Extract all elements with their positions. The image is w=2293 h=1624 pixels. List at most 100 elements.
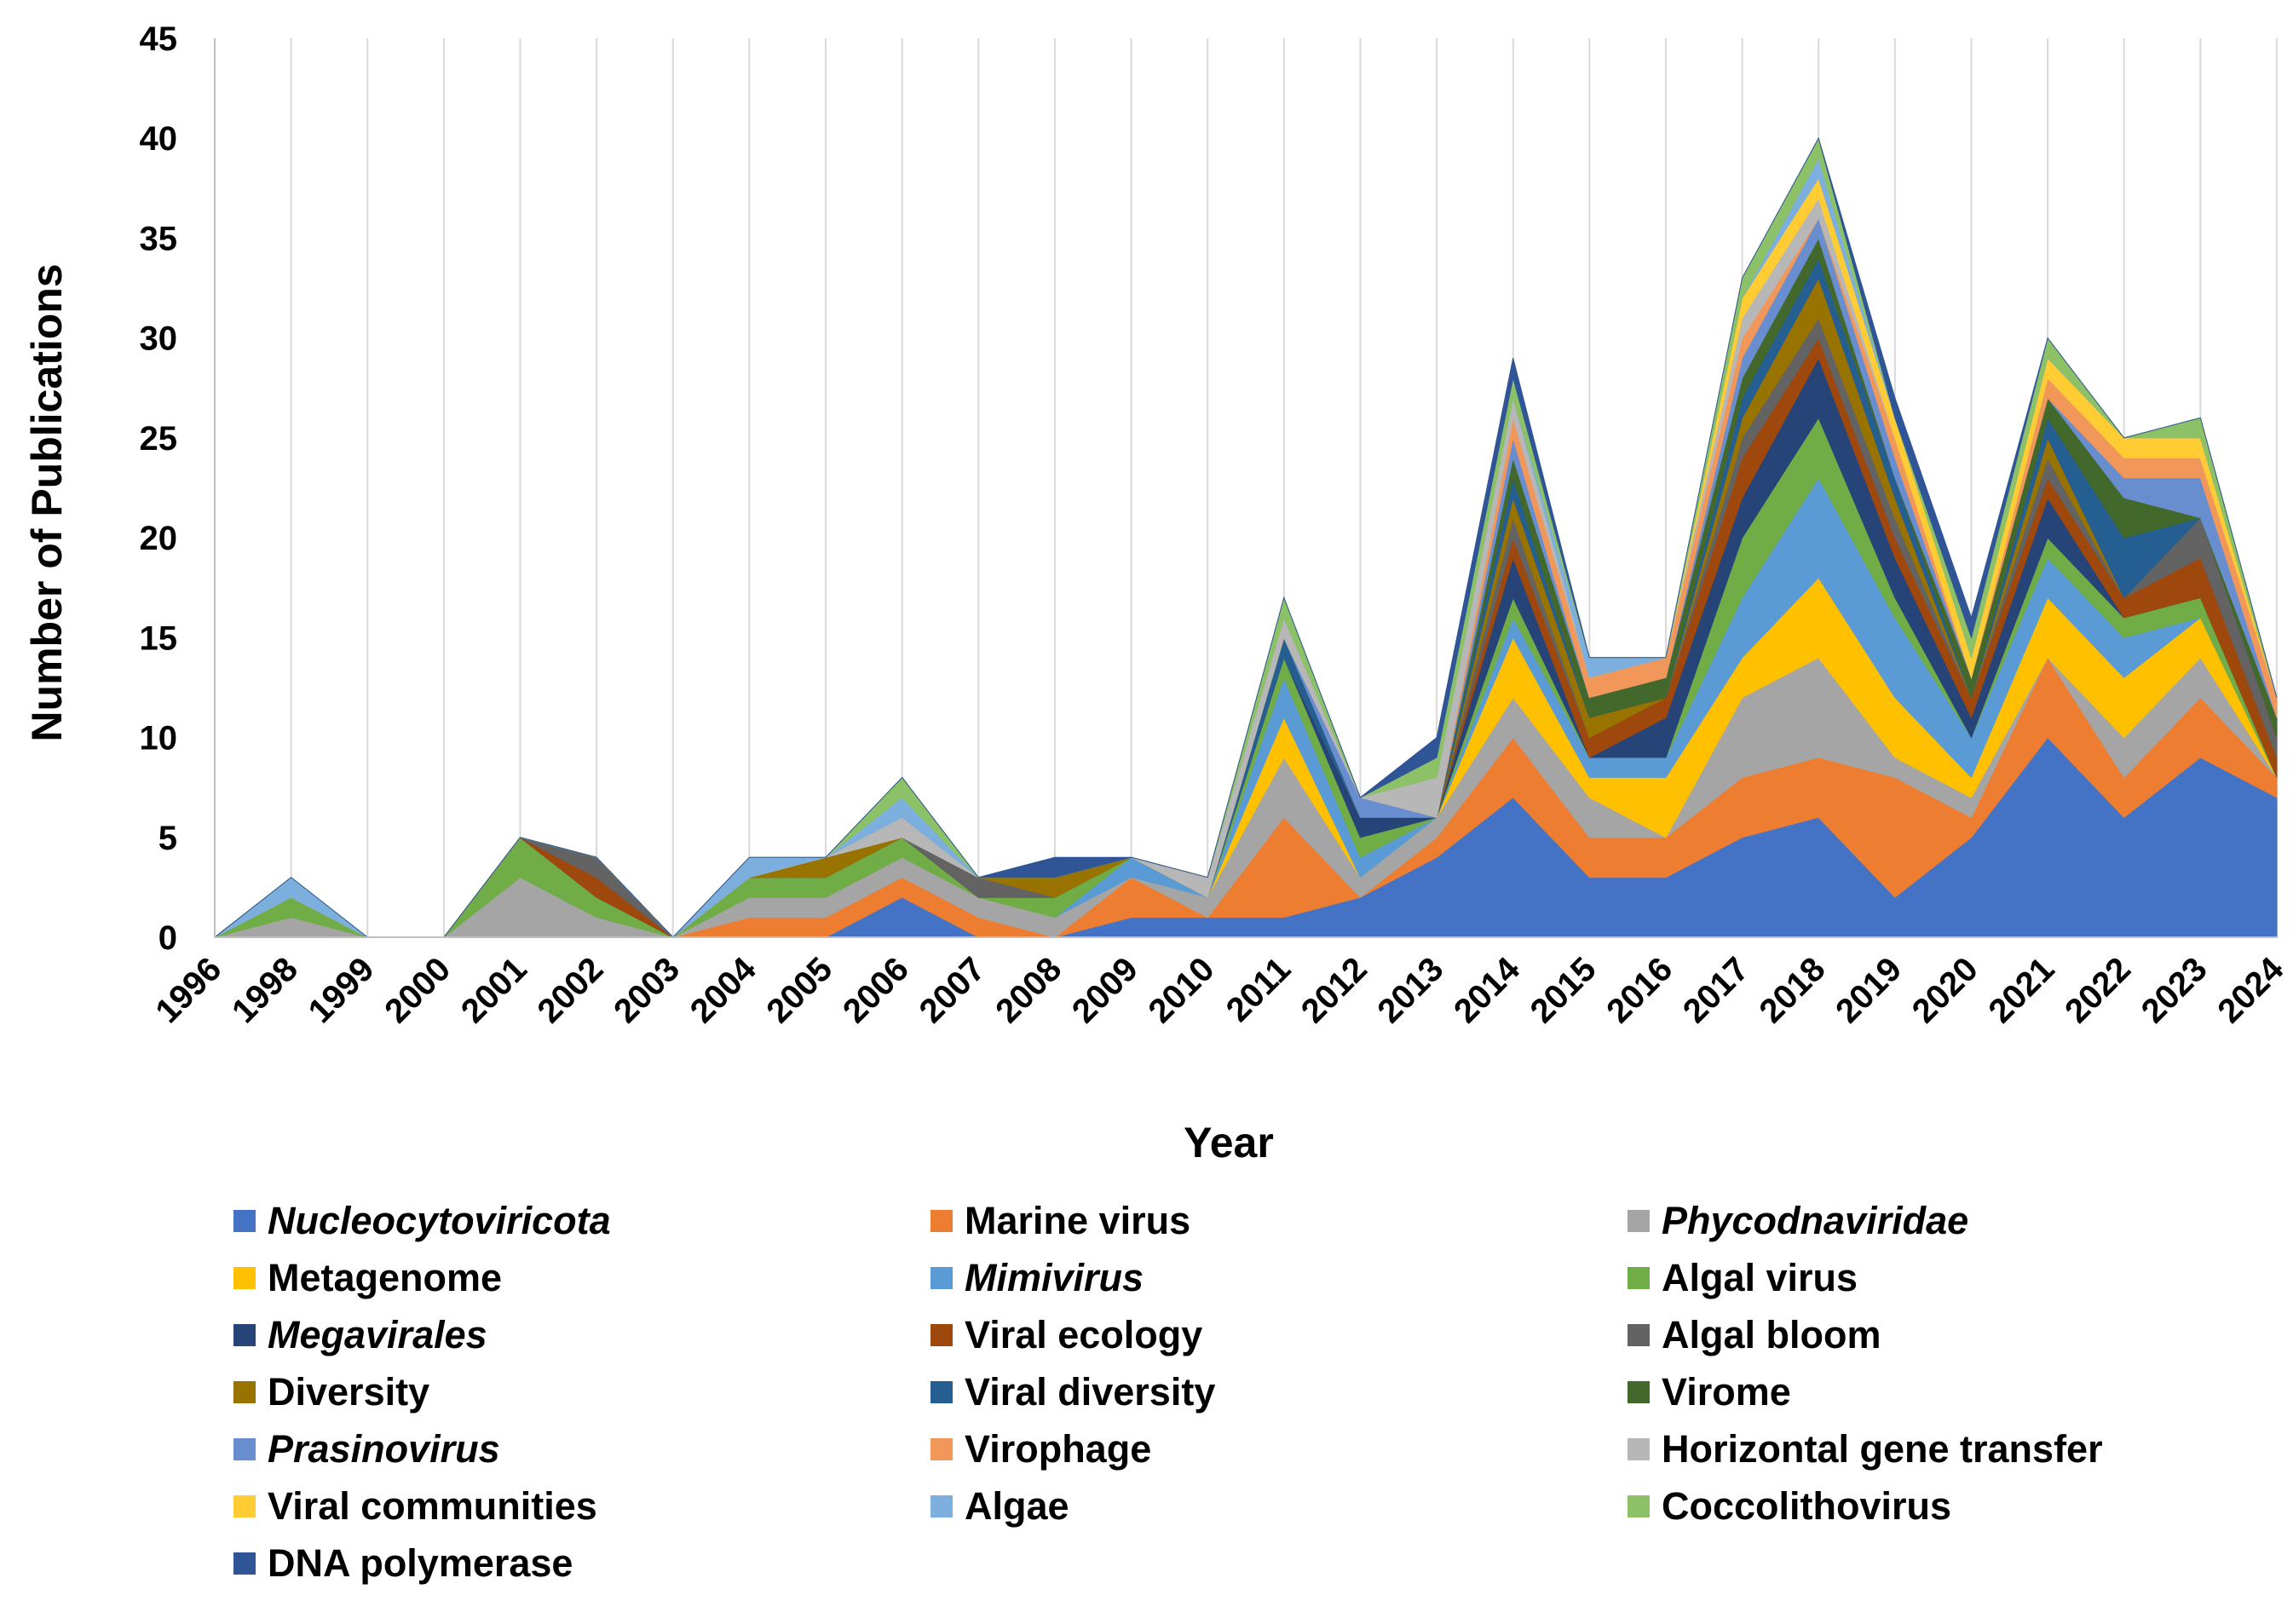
legend-item: Metagenome <box>233 1254 930 1302</box>
area-series <box>214 136 2278 938</box>
legend-swatch <box>930 1438 953 1460</box>
y-tick-label: 45 <box>140 20 178 58</box>
y-tick-label: 20 <box>140 520 178 557</box>
x-tick-label: 2002 <box>530 950 610 1030</box>
legend-label: Viral ecology <box>965 1313 1203 1356</box>
x-tick-label: 2003 <box>607 950 687 1030</box>
legend-item: Virophage <box>930 1425 1628 1473</box>
legend-swatch <box>233 1267 256 1289</box>
x-tick-label: 2004 <box>683 950 764 1031</box>
legend-swatch <box>930 1267 953 1289</box>
legend-label: Prasinovirus <box>268 1427 500 1471</box>
legend-label: Marine virus <box>965 1199 1191 1242</box>
legend-item: Viral diversity <box>930 1368 1628 1416</box>
legend-swatch <box>930 1324 953 1346</box>
x-tick-label: 2024 <box>2210 950 2291 1031</box>
x-tick-label: 1998 <box>225 950 305 1030</box>
legend-label: Algal virus <box>1662 1256 1858 1299</box>
legend-item: Virome <box>1628 1368 2244 1416</box>
legend-swatch <box>233 1210 256 1232</box>
y-tick-label: 10 <box>140 720 178 757</box>
legend-item: Algae <box>930 1483 1628 1530</box>
x-tick-label: 2016 <box>1599 950 1679 1030</box>
x-tick-label: 2006 <box>836 950 916 1030</box>
chart-legend: Nucleocytoviricota Marine virus Phycodnavi… <box>233 1197 2244 1587</box>
x-tick-label: 2010 <box>1142 950 1222 1030</box>
legend-swatch <box>1628 1495 1650 1517</box>
legend-label: Viral diversity <box>965 1370 1216 1414</box>
x-tick-label: 2015 <box>1524 950 1604 1030</box>
x-tick-label: 2000 <box>377 950 458 1030</box>
legend-item: Coccolithovirus <box>1628 1483 2244 1530</box>
legend-swatch <box>233 1438 256 1460</box>
x-tick-label: 2008 <box>988 950 1069 1030</box>
x-tick-label: 2001 <box>454 950 534 1030</box>
legend-swatch <box>1628 1267 1650 1289</box>
x-tick-label: 2017 <box>1676 950 1756 1030</box>
x-tick-label: 2007 <box>913 950 993 1030</box>
legend-label: Horizontal gene transfer <box>1662 1427 2103 1471</box>
legend-item: Algal virus <box>1628 1254 2244 1302</box>
x-tick-label: 2014 <box>1447 950 1528 1031</box>
legend-label: Nucleocytoviricota <box>268 1199 611 1242</box>
legend-label: Algal bloom <box>1662 1313 1881 1356</box>
legend-swatch <box>233 1552 256 1575</box>
legend-item: Viral communities <box>233 1483 930 1530</box>
x-tick-label: 2023 <box>2135 950 2215 1030</box>
y-tick-label: 15 <box>140 619 178 657</box>
legend-item: Mimivirus <box>930 1254 1628 1302</box>
legend-label: Megavirales <box>268 1313 487 1356</box>
legend-swatch <box>1628 1438 1650 1460</box>
legend-item: Algal bloom <box>1628 1311 2244 1359</box>
y-tick-label: 40 <box>140 120 178 158</box>
y-axis-title: Number of Publications <box>23 263 71 741</box>
legend-label: Algae <box>965 1484 1069 1528</box>
x-tick-label: 2005 <box>759 950 839 1030</box>
legend-label: DNA polymerase <box>268 1541 573 1585</box>
legend-swatch <box>930 1381 953 1403</box>
x-tick-label: 2022 <box>2058 950 2138 1030</box>
legend-item: Nucleocytoviricota <box>233 1197 930 1245</box>
y-tick-label: 0 <box>158 919 177 957</box>
x-tick-label: 1999 <box>302 950 382 1030</box>
legend-label: Metagenome <box>268 1256 503 1299</box>
x-tick-labels: 1996199819992000200120022003200420052006… <box>148 950 2291 1031</box>
x-tick-label: 2011 <box>1219 950 1298 1028</box>
legend-label: Viral communities <box>268 1484 597 1528</box>
x-tick-label: 2013 <box>1370 950 1450 1030</box>
legend-label: Diversity <box>268 1370 430 1414</box>
legend-label: Virophage <box>965 1427 1152 1471</box>
legend-item: DNA polymerase <box>233 1540 930 1587</box>
legend-item: Prasinovirus <box>233 1425 930 1473</box>
x-tick-label: 2009 <box>1065 950 1145 1030</box>
x-tick-label: 2020 <box>1905 950 1985 1030</box>
legend-swatch <box>930 1210 953 1232</box>
y-tick-label: 5 <box>158 820 177 857</box>
x-tick-label: 2018 <box>1753 950 1833 1030</box>
legend-item: Megavirales <box>233 1311 930 1359</box>
y-tick-labels: 0 5 10 15 20 25 30 35 40 45 <box>140 20 178 957</box>
legend-swatch <box>1628 1210 1650 1232</box>
legend-label: Phycodnaviridae <box>1662 1199 1969 1242</box>
x-tick-label: 1996 <box>148 950 228 1030</box>
legend-item: Viral ecology <box>930 1311 1628 1359</box>
y-tick-label: 30 <box>140 320 178 358</box>
legend-item: Diversity <box>233 1368 930 1416</box>
x-tick-label: 2019 <box>1829 950 1909 1030</box>
legend-label: Coccolithovirus <box>1662 1484 1952 1528</box>
legend-swatch <box>930 1495 953 1517</box>
legend-swatch <box>1628 1324 1650 1346</box>
legend-label: Virome <box>1662 1370 1791 1414</box>
x-tick-label: 2012 <box>1294 950 1374 1030</box>
y-tick-label: 35 <box>140 220 178 257</box>
x-tick-label: 2021 <box>1981 950 2061 1030</box>
legend-swatch <box>1628 1381 1650 1403</box>
legend-swatch <box>233 1324 256 1346</box>
legend-label: Mimivirus <box>965 1256 1144 1299</box>
area-series-18 <box>214 136 2278 938</box>
legend-swatch <box>233 1381 256 1403</box>
legend-item: Horizontal gene transfer <box>1628 1425 2244 1473</box>
legend-swatch <box>233 1495 256 1517</box>
legend-item: Marine virus <box>930 1197 1628 1245</box>
